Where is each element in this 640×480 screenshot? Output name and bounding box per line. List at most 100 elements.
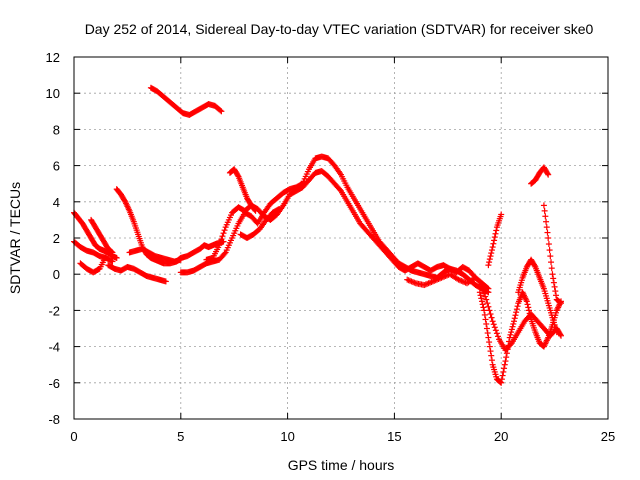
series-track-o bbox=[485, 211, 505, 269]
data-point bbox=[482, 293, 489, 300]
data-point bbox=[217, 107, 224, 114]
data-point bbox=[490, 321, 497, 328]
data-point bbox=[498, 376, 505, 383]
data-point bbox=[480, 304, 487, 311]
data-point bbox=[545, 241, 552, 248]
data-point bbox=[108, 248, 115, 255]
data-point bbox=[486, 339, 493, 346]
data-point bbox=[487, 311, 494, 318]
data-point bbox=[487, 348, 494, 355]
data-point bbox=[484, 330, 491, 337]
data-point bbox=[221, 250, 228, 257]
data-point bbox=[274, 206, 281, 213]
data-point bbox=[488, 352, 495, 359]
data-point bbox=[485, 262, 492, 269]
data-point bbox=[546, 247, 553, 254]
data-point bbox=[480, 287, 487, 294]
data-point bbox=[509, 323, 516, 330]
data-point bbox=[553, 329, 560, 336]
data-point bbox=[508, 329, 515, 336]
data-point bbox=[492, 230, 499, 237]
series-track-f bbox=[105, 262, 169, 285]
data-point bbox=[493, 330, 500, 337]
data-point bbox=[512, 312, 519, 319]
y-tick-label: -8 bbox=[48, 412, 60, 427]
data-point bbox=[507, 331, 514, 338]
data-point bbox=[109, 249, 116, 256]
data-point bbox=[511, 315, 518, 322]
data-point bbox=[500, 368, 507, 375]
series-track-g bbox=[126, 245, 184, 265]
data-point bbox=[489, 318, 496, 325]
data-point bbox=[544, 229, 551, 236]
data-point bbox=[162, 278, 169, 285]
data-point bbox=[550, 275, 557, 282]
x-axis-label: GPS time / hours bbox=[288, 457, 395, 473]
data-point bbox=[557, 299, 564, 306]
data-point bbox=[502, 358, 509, 365]
data-point bbox=[557, 331, 564, 338]
series-track-n bbox=[476, 278, 565, 354]
series-track-m bbox=[476, 289, 565, 386]
data-point bbox=[218, 108, 225, 115]
data-point bbox=[177, 256, 184, 263]
y-tick-label: 12 bbox=[46, 50, 60, 65]
data-point bbox=[513, 306, 520, 313]
x-tick-label: 0 bbox=[70, 429, 77, 444]
data-point bbox=[477, 292, 484, 299]
data-point bbox=[523, 298, 530, 305]
data-point bbox=[251, 206, 258, 213]
data-point bbox=[525, 307, 532, 314]
data-point bbox=[543, 218, 550, 225]
data-point bbox=[488, 247, 495, 254]
y-tick-label: 10 bbox=[46, 86, 60, 101]
data-point bbox=[543, 224, 550, 231]
data-point bbox=[540, 202, 547, 209]
data-point bbox=[485, 334, 492, 341]
series-track-q bbox=[528, 164, 552, 187]
data-point bbox=[109, 258, 116, 265]
data-point bbox=[514, 303, 521, 310]
data-point bbox=[113, 254, 120, 261]
y-tick-label: 4 bbox=[53, 195, 60, 210]
data-point bbox=[219, 233, 226, 240]
data-point bbox=[218, 236, 225, 243]
x-tick-label: 25 bbox=[601, 429, 615, 444]
data-point bbox=[542, 213, 549, 220]
data-point bbox=[103, 253, 110, 260]
x-tick-label: 20 bbox=[494, 429, 508, 444]
data-point bbox=[472, 274, 479, 281]
data-point bbox=[497, 379, 504, 386]
data-point bbox=[503, 354, 510, 361]
data-point bbox=[486, 259, 493, 266]
data-point bbox=[493, 227, 500, 234]
x-tick-label: 15 bbox=[387, 429, 401, 444]
data-point bbox=[486, 256, 493, 263]
x-tick-labels: 0 5 10 15 20 25 bbox=[70, 429, 615, 444]
series-track-k bbox=[226, 166, 259, 214]
y-tick-label: -6 bbox=[48, 376, 60, 391]
data-point bbox=[476, 289, 483, 296]
data-point bbox=[252, 207, 259, 214]
y-axis-label: SDTVAR / TECUs bbox=[7, 182, 23, 294]
series-track-s bbox=[404, 271, 479, 289]
data-point bbox=[511, 318, 518, 325]
data-point bbox=[558, 300, 565, 307]
data-points bbox=[71, 84, 565, 386]
data-point bbox=[549, 271, 556, 278]
data-point bbox=[484, 300, 491, 307]
data-point bbox=[220, 230, 227, 237]
data-point bbox=[510, 320, 517, 327]
data-point bbox=[506, 334, 513, 341]
series-track-r bbox=[540, 202, 565, 307]
data-point bbox=[544, 170, 551, 177]
data-point bbox=[489, 244, 496, 251]
data-point bbox=[545, 171, 552, 178]
data-point bbox=[482, 316, 489, 323]
data-point bbox=[479, 301, 486, 308]
data-point bbox=[488, 357, 495, 364]
data-point bbox=[492, 327, 499, 334]
data-point bbox=[498, 211, 505, 218]
x-tick-label: 5 bbox=[177, 429, 184, 444]
